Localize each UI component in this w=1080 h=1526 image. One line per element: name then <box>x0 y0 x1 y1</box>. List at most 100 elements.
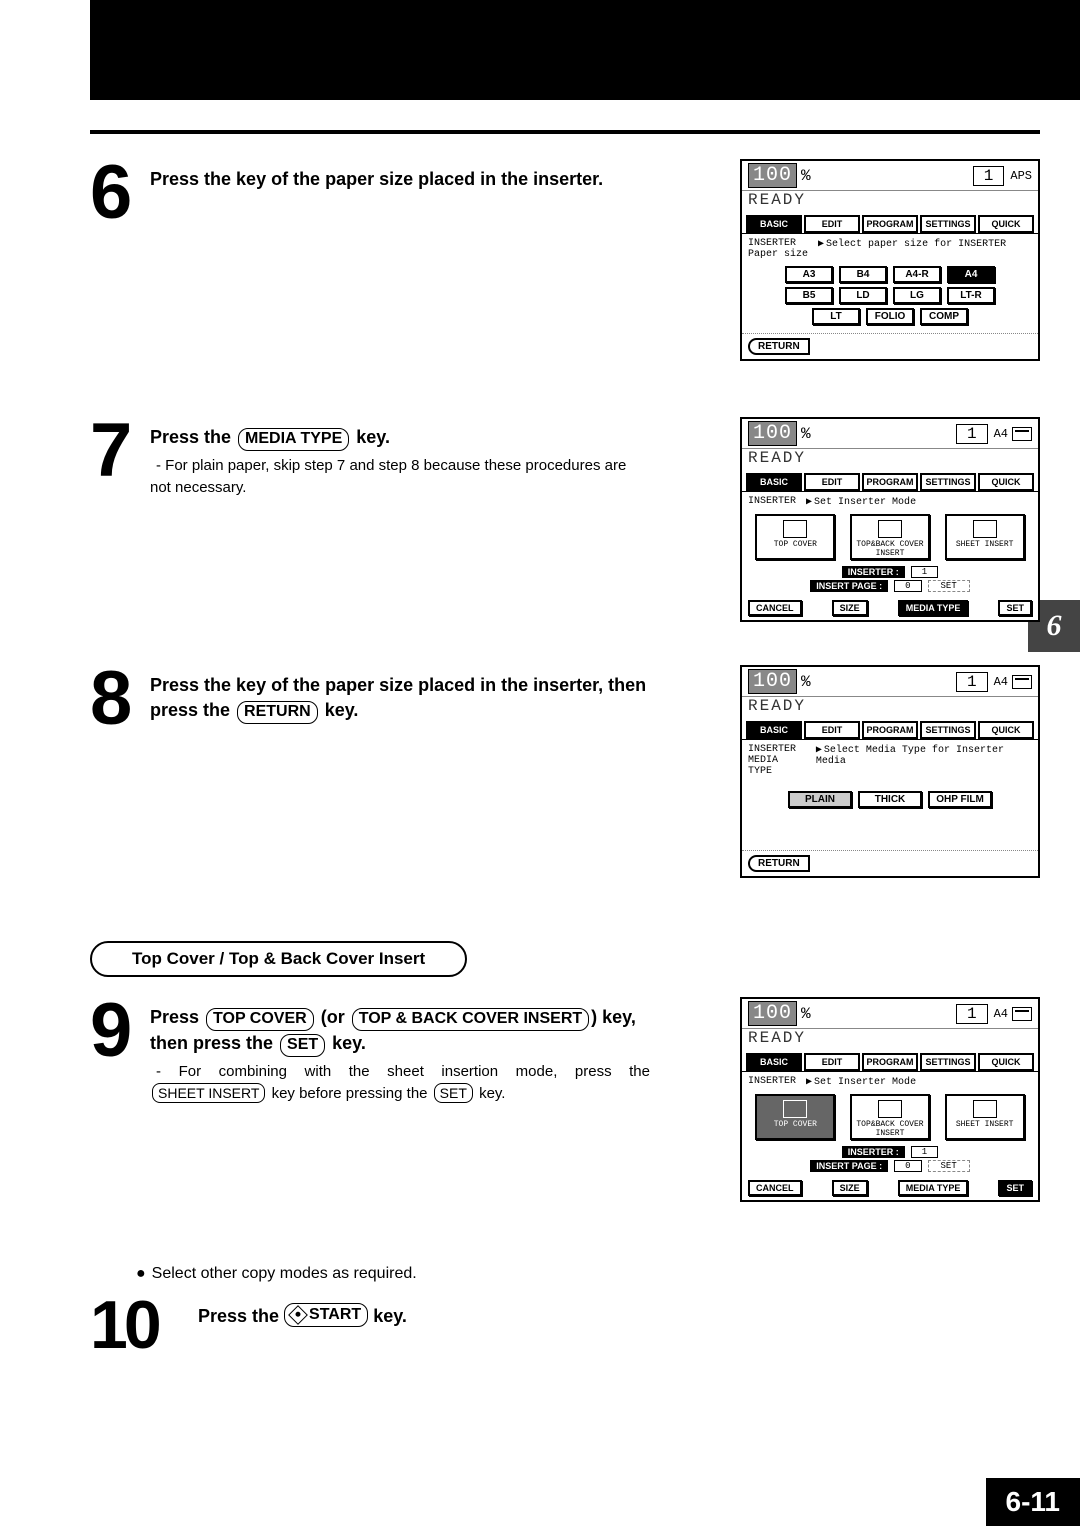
screenshot-7: 100 % 1 A4 READY BASIC EDIT PROGRAM SETT… <box>740 417 1040 622</box>
tab-basic[interactable]: BASIC <box>746 473 802 491</box>
size-b4[interactable]: B4 <box>839 266 887 283</box>
start-key: START <box>284 1303 368 1327</box>
cancel-btn[interactable]: CANCEL <box>748 600 802 616</box>
tab-quick[interactable]: QUICK <box>978 473 1034 491</box>
step-8-text-b: key. <box>320 700 359 720</box>
set-key: SET <box>280 1034 325 1057</box>
insertpage-val: 0 <box>894 1160 921 1172</box>
step-6-number: 6 <box>90 159 142 227</box>
qty-value: 1 <box>956 672 988 692</box>
tab-edit[interactable]: EDIT <box>804 1053 860 1071</box>
inserter-val: 1 <box>911 1146 938 1158</box>
tab-quick[interactable]: QUICK <box>978 1053 1034 1071</box>
return-button[interactable]: RETURN <box>748 855 810 872</box>
tab-edit[interactable]: EDIT <box>804 473 860 491</box>
inserter-label: INSERTER : <box>842 566 905 578</box>
section-heading: Top Cover / Top & Back Cover Insert <box>90 941 467 977</box>
size-lg[interactable]: LG <box>893 287 941 304</box>
tab-settings[interactable]: SETTINGS <box>920 721 976 739</box>
mode-top-back-label: TOP&BACK COVER INSERT <box>856 540 923 558</box>
prompt-label: INSERTER MEDIA TYPE <box>748 744 806 777</box>
orientation-icon <box>1012 1007 1032 1021</box>
qty-value: 1 <box>956 1004 988 1024</box>
media-ohp[interactable]: OHP FILM <box>928 791 992 808</box>
mode-top-back[interactable]: TOP&BACK COVER INSERT <box>850 514 930 560</box>
mode-sheet-insert-label: SHEET INSERT <box>956 1120 1014 1129</box>
mode-a4: A4 <box>994 1007 1008 1021</box>
tab-program[interactable]: PROGRAM <box>862 215 918 233</box>
tab-program[interactable]: PROGRAM <box>862 473 918 491</box>
mode-a4: A4 <box>994 675 1008 689</box>
media-type-btn[interactable]: MEDIA TYPE <box>898 1180 969 1196</box>
top-cover-key: TOP COVER <box>206 1008 314 1031</box>
set-mini[interactable]: SET <box>928 1160 970 1172</box>
mode-top-back-label: TOP&BACK COVER INSERT <box>856 1120 923 1138</box>
media-plain[interactable]: PLAIN <box>788 791 852 808</box>
set-mini[interactable]: SET <box>928 580 970 592</box>
size-folio[interactable]: FOLIO <box>866 308 914 325</box>
size-comp[interactable]: COMP <box>920 308 968 325</box>
tab-settings[interactable]: SETTINGS <box>920 1053 976 1071</box>
step-8-number: 8 <box>90 665 142 733</box>
tabs: BASIC EDIT PROGRAM SETTINGS QUICK <box>742 213 1038 234</box>
set-btn[interactable]: SET <box>998 600 1032 616</box>
tab-quick[interactable]: QUICK <box>978 215 1034 233</box>
step-8-title: Press the key of the paper size placed i… <box>150 673 650 724</box>
screenshot-6: 100 % 1 APS READY BASIC EDIT PROGRAM SET… <box>740 159 1040 361</box>
zoom-value: 100 <box>748 1001 797 1026</box>
tab-edit[interactable]: EDIT <box>804 215 860 233</box>
set-btn[interactable]: SET <box>998 1180 1032 1196</box>
zoom-pct: % <box>801 167 811 185</box>
tab-quick[interactable]: QUICK <box>978 721 1034 739</box>
start-key-label: START <box>309 1304 361 1326</box>
mode-top-cover[interactable]: TOP COVER <box>755 1094 835 1140</box>
prompt-text: Select Media Type for Inserter Media <box>816 744 1032 777</box>
tab-settings[interactable]: SETTINGS <box>920 473 976 491</box>
tab-basic[interactable]: BASIC <box>746 215 802 233</box>
qty-value: 1 <box>956 424 988 444</box>
step-9-number: 9 <box>90 997 142 1065</box>
size-b5[interactable]: B5 <box>785 287 833 304</box>
ready-text: READY <box>742 697 1038 719</box>
set-key-2: SET <box>434 1083 473 1103</box>
t10b: key. <box>373 1306 407 1326</box>
top-rule <box>90 130 1040 134</box>
size-ld[interactable]: LD <box>839 287 887 304</box>
size-lt[interactable]: LT <box>812 308 860 325</box>
size-ltr[interactable]: LT-R <box>947 287 995 304</box>
t9a: Press <box>150 1007 204 1027</box>
mode-sheet-insert[interactable]: SHEET INSERT <box>945 514 1025 560</box>
media-type-btn[interactable]: MEDIA TYPE <box>898 600 969 616</box>
screenshot-8: 100 % 1 A4 READY BASIC EDIT PROGRAM SETT… <box>740 665 1040 878</box>
media-thick[interactable]: THICK <box>858 791 922 808</box>
mode-top-back[interactable]: TOP&BACK COVER INSERT <box>850 1094 930 1140</box>
tab-program[interactable]: PROGRAM <box>862 721 918 739</box>
mode-sheet-insert[interactable]: SHEET INSERT <box>945 1094 1025 1140</box>
size-a4r[interactable]: A4-R <box>893 266 941 283</box>
cancel-btn[interactable]: CANCEL <box>748 1180 802 1196</box>
tab-edit[interactable]: EDIT <box>804 721 860 739</box>
tab-settings[interactable]: SETTINGS <box>920 215 976 233</box>
tab-program[interactable]: PROGRAM <box>862 1053 918 1071</box>
media-type-key: MEDIA TYPE <box>238 428 349 451</box>
ready-text: READY <box>742 191 1038 213</box>
size-btn[interactable]: SIZE <box>832 600 868 616</box>
prompt-label: INSERTER <box>748 1076 796 1088</box>
mode-sheet-insert-label: SHEET INSERT <box>956 540 1014 549</box>
tab-basic[interactable]: BASIC <box>746 1053 802 1071</box>
return-button[interactable]: RETURN <box>748 338 810 355</box>
mode-top-cover-label: TOP COVER <box>774 540 817 549</box>
t10a: Press the <box>198 1306 284 1326</box>
inserter-label: INSERTER : <box>842 1146 905 1158</box>
size-a4[interactable]: A4 <box>947 266 995 283</box>
step-6-title: Press the key of the paper size placed i… <box>150 167 650 192</box>
ready-text: READY <box>742 449 1038 471</box>
insertpage-label: INSERT PAGE : <box>810 1160 888 1172</box>
size-a3[interactable]: A3 <box>785 266 833 283</box>
prompt-label: INSERTER <box>748 496 796 508</box>
sheet-insert-key: SHEET INSERT <box>152 1083 265 1103</box>
mode-aps: APS <box>1010 169 1032 183</box>
size-btn[interactable]: SIZE <box>832 1180 868 1196</box>
mode-top-cover[interactable]: TOP COVER <box>755 514 835 560</box>
tab-basic[interactable]: BASIC <box>746 721 802 739</box>
